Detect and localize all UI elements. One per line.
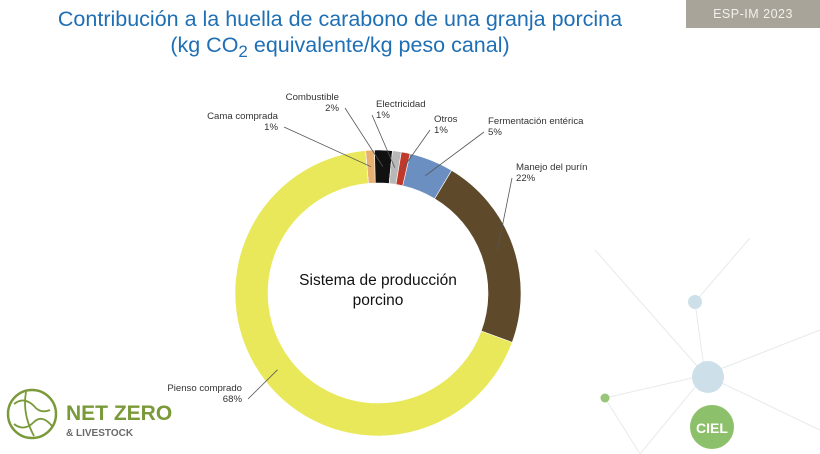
slice-label-value: 5% [488,127,502,138]
network-node-icon [600,393,610,403]
slice-label-name: Combustible [286,92,339,103]
slice-label-value: 1% [376,110,390,121]
slice-label-value: 22% [516,173,536,184]
leader-line [371,114,396,168]
page-title: Contribución a la huella de carabono de … [0,6,680,61]
network-decoration [594,237,820,454]
ciel-logo: CIEL [690,405,734,449]
ciel-logo-text: CIEL [696,420,728,436]
slice-label-value: 68% [223,394,243,405]
slice-pienso-comprado [234,150,513,437]
slice-label-value: 1% [264,122,278,133]
network-node-icon [692,361,724,393]
title-line-1: Contribución a la huella de carabono de … [57,7,623,31]
slice-label-name: Manejo del purín [516,162,587,173]
leader-line [496,177,513,252]
netzero-logo: NET ZERO & LIVESTOCK [6,388,172,440]
slice-label-name: Fermentación entérica [488,116,584,127]
netzero-logo-line-2: & LIVESTOCK [66,428,134,439]
leader-line [344,107,384,167]
slice-label-value: 2% [325,103,339,114]
netzero-logo-line-1: NET ZERO [66,402,172,425]
leader-line [402,129,431,170]
slice-label-name: Pienso comprado [167,383,242,394]
center-label-line-1: Sistema de producción [299,272,457,289]
leader-line [283,126,372,168]
ciel-badge-icon [690,405,734,449]
slice-label-value: 1% [434,125,448,136]
leader-lines [247,107,513,400]
slice-label-name: Electricidad [376,99,426,110]
title-line-2: (kg CO2 equivalente/kg peso canal) [170,33,510,61]
globe-icon [6,388,58,440]
slice-label-name: Otros [434,114,458,125]
network-node-icon [688,295,702,309]
slice-label-name: Cama comprada [207,111,279,122]
center-label-line-2: porcino [353,292,404,309]
event-badge: ESP-IM 2023 [686,0,820,28]
leader-line [425,131,485,177]
leader-line [247,369,278,400]
